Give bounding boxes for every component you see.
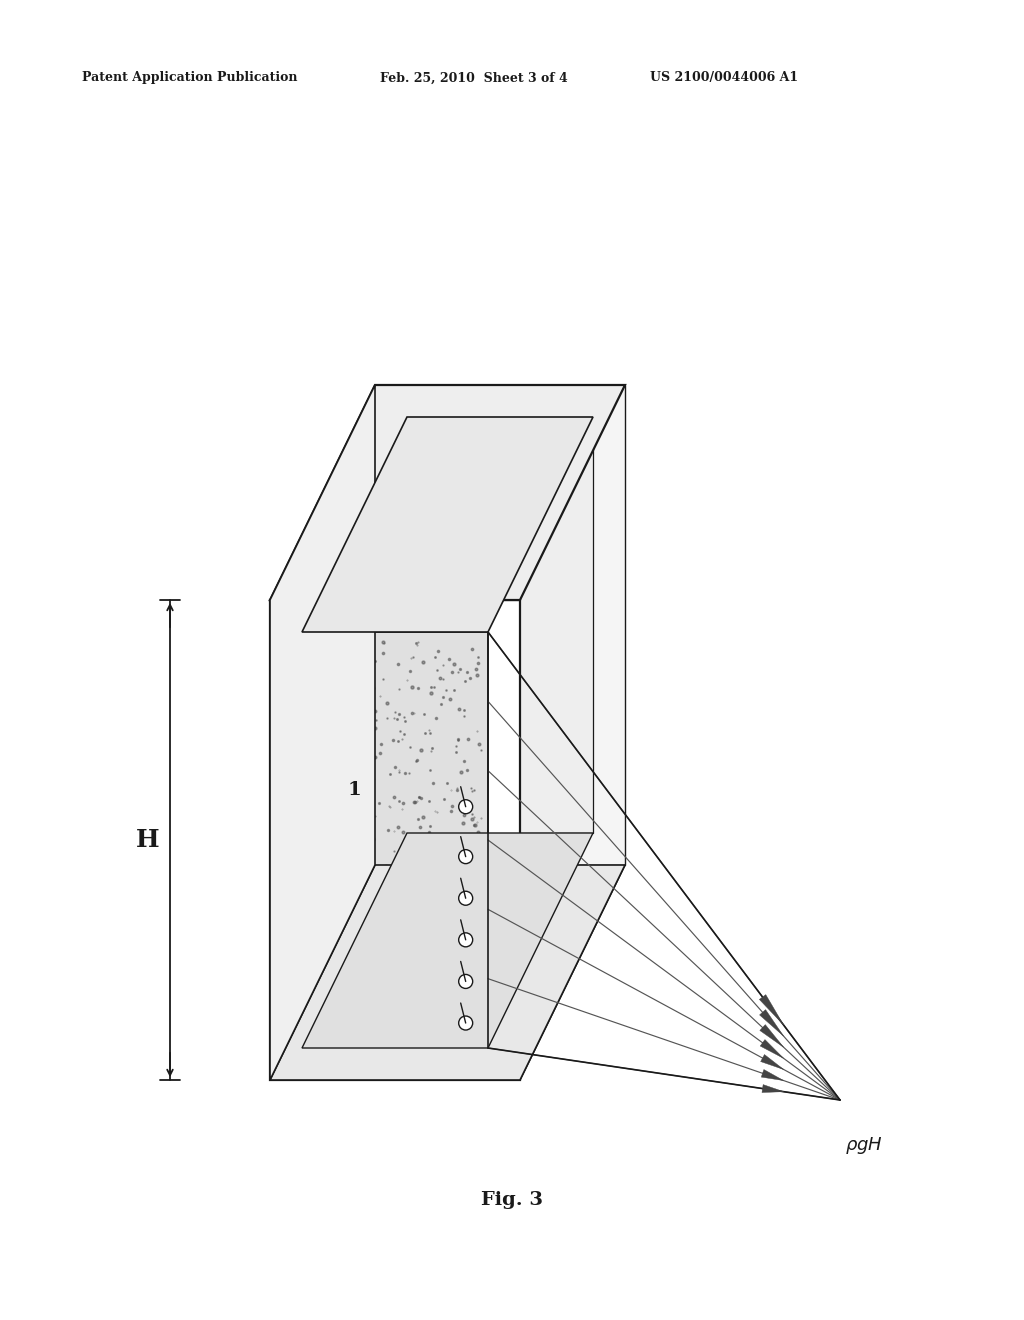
Polygon shape (270, 385, 625, 601)
Text: H: H (136, 828, 160, 851)
Text: Feb. 25, 2010  Sheet 3 of 4: Feb. 25, 2010 Sheet 3 of 4 (380, 71, 567, 84)
Polygon shape (270, 865, 625, 1080)
Circle shape (459, 891, 473, 906)
Polygon shape (762, 1085, 783, 1093)
Polygon shape (760, 1040, 783, 1059)
Polygon shape (302, 833, 593, 1048)
Polygon shape (761, 1055, 783, 1069)
Circle shape (459, 800, 473, 813)
Polygon shape (270, 385, 375, 1080)
Polygon shape (375, 385, 625, 865)
Text: 1: 1 (347, 781, 360, 799)
Circle shape (459, 933, 473, 946)
Text: US 2100/0044006 A1: US 2100/0044006 A1 (650, 71, 798, 84)
Polygon shape (425, 405, 611, 821)
Text: Fig. 3: Fig. 3 (481, 1191, 543, 1209)
Text: $\rho g H$: $\rho g H$ (845, 1135, 883, 1156)
Circle shape (459, 974, 473, 989)
Polygon shape (760, 1010, 783, 1036)
Circle shape (459, 1016, 473, 1030)
Polygon shape (761, 1069, 783, 1081)
Polygon shape (270, 601, 520, 1080)
Polygon shape (520, 385, 625, 1080)
Polygon shape (760, 1024, 783, 1047)
Polygon shape (302, 417, 593, 632)
Text: Patent Application Publication: Patent Application Publication (82, 71, 298, 84)
Polygon shape (760, 995, 783, 1026)
Polygon shape (302, 632, 488, 1048)
Polygon shape (407, 417, 593, 833)
Circle shape (459, 850, 473, 863)
